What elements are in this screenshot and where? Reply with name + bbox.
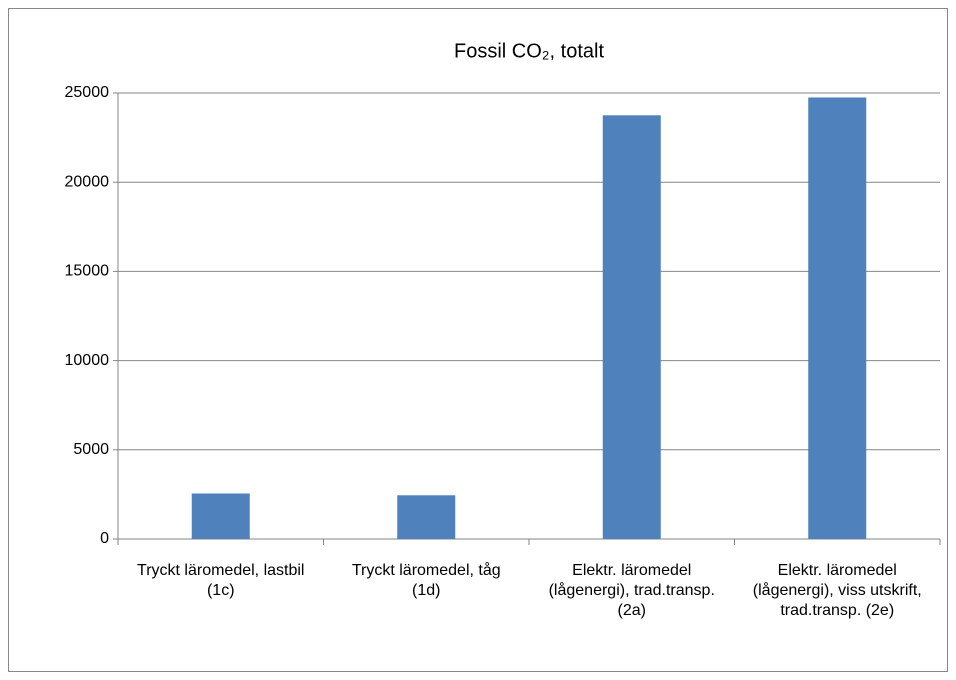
y-tick-label: 25000 — [65, 84, 110, 101]
y-tick-label: 20000 — [65, 173, 110, 190]
x-tick-label-box: Tryckt läromedel, tåg (1d) — [351, 562, 501, 599]
x-tick-label-box: Tryckt läromedel, lastbil (1c) — [137, 562, 305, 599]
bar — [397, 495, 456, 539]
x-tick-label-box: Elektr. läromedel (lågenergi), trad.tran… — [548, 562, 715, 619]
bar — [602, 115, 661, 540]
chart-border — [8, 8, 948, 672]
x-tick-label: Elektr. läromedel (lågenergi), viss utsk… — [752, 562, 922, 619]
x-tick-label: Tryckt läromedel, tåg (1d) — [351, 562, 501, 599]
y-tick-label: 5000 — [73, 441, 109, 458]
bar — [808, 97, 867, 540]
x-tick-label-box: Elektr. läromedel (lågenergi), viss utsk… — [752, 562, 922, 619]
x-tick-label: Tryckt läromedel, lastbil (1c) — [137, 562, 305, 599]
y-tick-label: 15000 — [65, 263, 110, 280]
chart-title: Fossil CO₂, totalt — [454, 40, 604, 62]
y-tick-label: 0 — [100, 530, 109, 547]
x-tick-label: Elektr. läromedel (lågenergi), trad.tran… — [548, 562, 715, 619]
y-tick-label: 10000 — [65, 352, 110, 369]
bar — [191, 493, 250, 539]
